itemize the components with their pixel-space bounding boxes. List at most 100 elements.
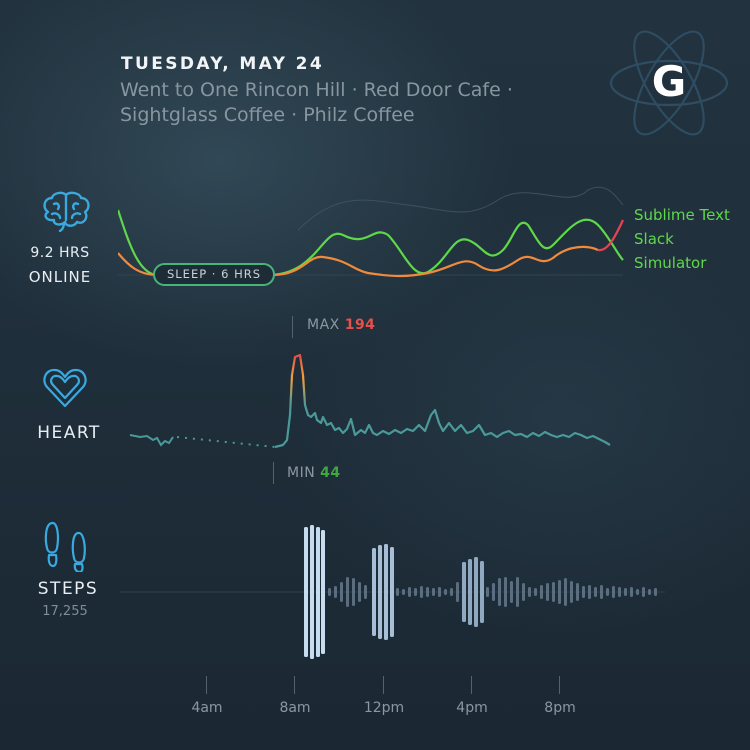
steps-bar xyxy=(444,589,447,595)
min-value: 44 xyxy=(320,465,341,481)
steps-bar xyxy=(552,582,555,602)
green-app-line xyxy=(118,209,624,277)
steps-bar xyxy=(636,589,639,595)
heart-min: MIN 44 xyxy=(287,465,341,481)
time-label-4pm: 4pm xyxy=(456,700,488,716)
time-label-8pm: 8pm xyxy=(544,700,576,716)
steps-bar xyxy=(570,581,573,603)
heart-line-main xyxy=(274,353,611,449)
steps-bar xyxy=(654,588,657,596)
steps-bar xyxy=(364,585,367,599)
steps-bar xyxy=(492,583,495,601)
sleep-badge[interactable]: SLEEP · 6 HRS xyxy=(153,263,275,286)
steps-bar xyxy=(486,587,489,597)
max-label: MAX xyxy=(307,317,340,333)
faint-total-line xyxy=(297,186,624,231)
steps-bar xyxy=(642,587,645,597)
steps-bar xyxy=(321,530,325,654)
steps-bar xyxy=(358,582,361,602)
steps-bar xyxy=(384,544,388,640)
steps-label: STEPS xyxy=(37,579,99,599)
steps-bar xyxy=(606,588,609,596)
steps-bar xyxy=(304,527,308,657)
online-hours: 9.2 HRS xyxy=(30,245,90,261)
tick-8am xyxy=(294,676,295,694)
time-label-4am: 4am xyxy=(191,700,223,716)
steps-bar xyxy=(582,586,585,598)
steps-bar xyxy=(426,587,429,597)
steps-bar xyxy=(352,578,355,606)
steps-bar xyxy=(378,545,382,639)
steps-bar xyxy=(522,583,525,601)
steps-bar xyxy=(510,581,513,603)
steps-bar xyxy=(420,586,423,598)
heart-label: HEART xyxy=(37,423,101,443)
heart-rate-chart xyxy=(129,353,611,449)
max-value: 194 xyxy=(344,317,376,333)
steps-bar xyxy=(540,585,543,599)
footprints-icon xyxy=(44,521,86,572)
steps-bar xyxy=(588,585,591,599)
steps-bar xyxy=(546,583,549,601)
steps-bar xyxy=(534,588,537,596)
steps-bar xyxy=(450,588,453,596)
steps-bar xyxy=(558,580,561,604)
steps-bar xyxy=(396,588,399,596)
tick-4pm xyxy=(471,676,472,694)
steps-bar xyxy=(600,585,603,599)
tick-8pm xyxy=(559,676,560,694)
max-marker xyxy=(292,316,293,338)
steps-bar xyxy=(648,589,651,595)
steps-bar xyxy=(334,586,337,598)
steps-bar xyxy=(408,587,411,597)
time-label-8am: 8am xyxy=(279,700,311,716)
heart-icon xyxy=(43,368,87,408)
legend-slack: Slack xyxy=(634,230,674,248)
brain-icon xyxy=(43,191,90,232)
steps-bar xyxy=(372,548,376,636)
heart-line-early xyxy=(129,434,174,447)
steps-bar xyxy=(564,578,567,606)
steps-bar xyxy=(528,587,531,597)
steps-bar xyxy=(432,588,435,596)
orange-app-line xyxy=(118,245,599,278)
atom-icon xyxy=(609,30,729,136)
heart-line-gap xyxy=(176,436,276,448)
steps-bar xyxy=(612,586,615,598)
steps-bar xyxy=(390,547,394,637)
steps-bar xyxy=(624,588,627,596)
places-line-2: Sightglass Coffee · Philz Coffee xyxy=(120,104,415,126)
steps-bar xyxy=(576,583,579,601)
legend-simulator: Simulator xyxy=(634,254,707,272)
steps-bar xyxy=(594,587,597,597)
steps-bar xyxy=(456,582,459,602)
legend-sublime-text: Sublime Text xyxy=(634,206,730,224)
steps-bar xyxy=(504,577,507,607)
app-logo[interactable]: G xyxy=(651,57,687,106)
steps-bar xyxy=(438,587,441,597)
tick-4am xyxy=(206,676,207,694)
min-marker xyxy=(273,462,274,484)
steps-bar xyxy=(516,577,519,607)
steps-bar xyxy=(474,557,478,627)
tick-12pm xyxy=(383,676,384,694)
time-label-12pm: 12pm xyxy=(363,700,405,716)
steps-count: 17,255 xyxy=(42,604,88,619)
online-label: ONLINE xyxy=(28,268,92,286)
steps-bar xyxy=(468,559,472,625)
steps-bar xyxy=(340,582,343,602)
places-visited: Went to One Rincon Hill · Red Door Cafe … xyxy=(120,78,580,128)
steps-bar xyxy=(310,525,314,659)
min-label: MIN xyxy=(287,465,316,481)
steps-bar xyxy=(346,577,349,607)
steps-bar xyxy=(480,561,484,623)
steps-bar xyxy=(402,589,405,595)
places-line-1: Went to One Rincon Hill · Red Door Cafe … xyxy=(120,79,513,101)
steps-bar xyxy=(462,562,466,622)
steps-bar xyxy=(630,587,633,597)
steps-chart xyxy=(120,525,665,659)
steps-bar xyxy=(316,527,320,657)
date-title: TUESDAY, MAY 24 xyxy=(121,54,325,74)
steps-bar xyxy=(618,587,621,597)
red-app-line xyxy=(597,219,624,252)
